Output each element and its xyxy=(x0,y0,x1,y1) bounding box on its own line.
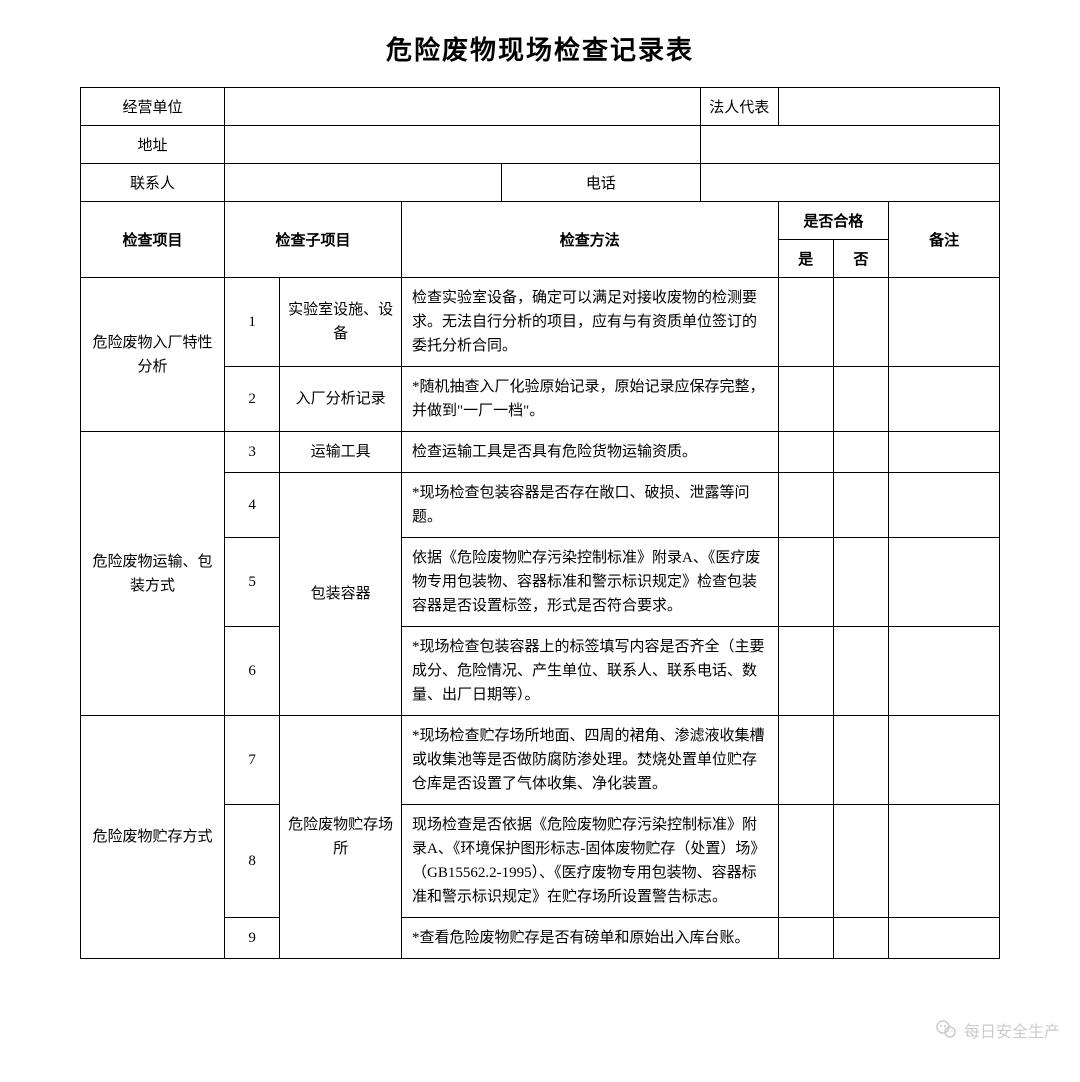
remark-cell xyxy=(889,432,1000,473)
yes-cell xyxy=(778,538,833,627)
no-cell xyxy=(833,278,888,367)
category-label: 危险废物贮存方式 xyxy=(81,716,225,959)
row-no: 7 xyxy=(224,716,279,805)
method-text: 现场检查是否依据《危险废物贮存污染控制标准》附录A、《环境保护图形标志-固体废物… xyxy=(402,805,778,918)
no-cell xyxy=(833,918,888,959)
address-label: 地址 xyxy=(81,126,225,164)
page-title: 危险废物现场检查记录表 xyxy=(80,30,1000,67)
col-pass: 是否合格 xyxy=(778,202,889,240)
row-no: 1 xyxy=(224,278,279,367)
address-value xyxy=(224,126,700,164)
no-cell xyxy=(833,367,888,432)
phone-label: 电话 xyxy=(501,164,700,202)
wechat-icon xyxy=(934,1018,958,1042)
subitem-label: 实验室设施、设备 xyxy=(280,278,402,367)
remark-cell xyxy=(889,538,1000,627)
no-cell xyxy=(833,805,888,918)
inspection-table: 经营单位 法人代表 地址 联系人 电话 检查项目 检查子项目 检查方法 是否合格… xyxy=(80,87,1000,959)
remark-cell xyxy=(889,367,1000,432)
method-text: *查看危险废物贮存是否有磅单和原始出入库台账。 xyxy=(402,918,778,959)
col-check-subitem: 检查子项目 xyxy=(224,202,401,278)
method-text: 依据《危险废物贮存污染控制标准》附录A、《医疗废物专用包装物、容器标准和警示标识… xyxy=(402,538,778,627)
method-text: *现场检查贮存场所地面、四周的裙角、渗滤液收集槽或收集池等是否做防腐防渗处理。焚… xyxy=(402,716,778,805)
header-row-3: 联系人 电话 xyxy=(81,164,1000,202)
contact-value xyxy=(224,164,501,202)
remark-cell xyxy=(889,627,1000,716)
no-cell xyxy=(833,627,888,716)
row-no: 3 xyxy=(224,432,279,473)
subitem-label: 危险废物贮存场所 xyxy=(280,716,402,959)
row-no: 8 xyxy=(224,805,279,918)
operating-unit-label: 经营单位 xyxy=(81,88,225,126)
method-text: *随机抽查入厂化验原始记录，原始记录应保存完整，并做到"一厂一档"。 xyxy=(402,367,778,432)
category-label: 危险废物运输、包装方式 xyxy=(81,432,225,716)
yes-cell xyxy=(778,627,833,716)
legal-rep-label: 法人代表 xyxy=(701,88,779,126)
watermark-text: 每日安全生产 xyxy=(964,1018,1060,1042)
yes-cell xyxy=(778,918,833,959)
remark-cell xyxy=(889,473,1000,538)
row-no: 5 xyxy=(224,538,279,627)
no-cell xyxy=(833,473,888,538)
col-check-item: 检查项目 xyxy=(81,202,225,278)
category-label: 危险废物入厂特性分析 xyxy=(81,278,225,432)
yes-cell xyxy=(778,367,833,432)
contact-label: 联系人 xyxy=(81,164,225,202)
table-row: 危险废物入厂特性分析 1 实验室设施、设备 检查实验室设备，确定可以满足对接收废… xyxy=(81,278,1000,367)
col-yes: 是 xyxy=(778,240,833,278)
no-cell xyxy=(833,538,888,627)
remark-cell xyxy=(889,716,1000,805)
method-text: 检查实验室设备，确定可以满足对接收废物的检测要求。无法自行分析的项目，应有与有资… xyxy=(402,278,778,367)
no-cell xyxy=(833,716,888,805)
yes-cell xyxy=(778,473,833,538)
phone-value xyxy=(701,164,1000,202)
method-text: 检查运输工具是否具有危险货物运输资质。 xyxy=(402,432,778,473)
method-text: *现场检查包装容器上的标签填写内容是否齐全（主要成分、危险情况、产生单位、联系人… xyxy=(402,627,778,716)
subitem-label: 包装容器 xyxy=(280,473,402,716)
subitem-label: 运输工具 xyxy=(280,432,402,473)
address-extra xyxy=(701,126,1000,164)
row-no: 2 xyxy=(224,367,279,432)
table-row: 危险废物运输、包装方式 3 运输工具 检查运输工具是否具有危险货物运输资质。 xyxy=(81,432,1000,473)
header-row-1: 经营单位 法人代表 xyxy=(81,88,1000,126)
row-no: 9 xyxy=(224,918,279,959)
header-row-2: 地址 xyxy=(81,126,1000,164)
remark-cell xyxy=(889,918,1000,959)
no-cell xyxy=(833,432,888,473)
yes-cell xyxy=(778,432,833,473)
yes-cell xyxy=(778,716,833,805)
remark-cell xyxy=(889,278,1000,367)
legal-rep-value xyxy=(778,88,1000,126)
yes-cell xyxy=(778,278,833,367)
col-no: 否 xyxy=(833,240,888,278)
column-header-row-1: 检查项目 检查子项目 检查方法 是否合格 备注 xyxy=(81,202,1000,240)
method-text: *现场检查包装容器是否存在敞口、破损、泄露等问题。 xyxy=(402,473,778,538)
row-no: 6 xyxy=(224,627,279,716)
table-row: 危险废物贮存方式 7 危险废物贮存场所 *现场检查贮存场所地面、四周的裙角、渗滤… xyxy=(81,716,1000,805)
operating-unit-value xyxy=(224,88,700,126)
col-check-method: 检查方法 xyxy=(402,202,778,278)
subitem-label: 入厂分析记录 xyxy=(280,367,402,432)
row-no: 4 xyxy=(224,473,279,538)
watermark: 每日安全生产 xyxy=(934,1018,1060,1042)
col-remark: 备注 xyxy=(889,202,1000,278)
remark-cell xyxy=(889,805,1000,918)
yes-cell xyxy=(778,805,833,918)
